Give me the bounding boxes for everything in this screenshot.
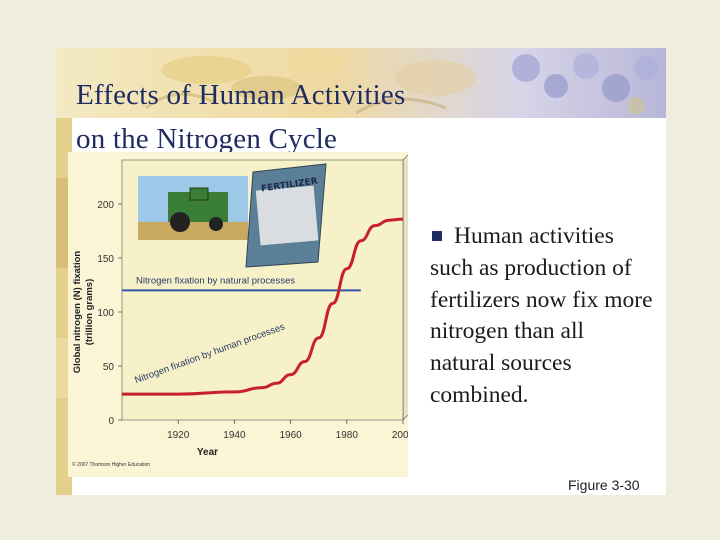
figure-label: Figure 3-30	[568, 477, 640, 493]
slide-title-line-2: on the Nitrogen Cycle	[76, 123, 338, 155]
y-axis-label-line-1: Global nitrogen (N) fixation	[72, 251, 83, 374]
x-tick-label: 1940	[223, 430, 246, 441]
y-axis-label: Global nitrogen (N) fixation(trillion gr…	[72, 251, 95, 374]
chart-panel-depth	[402, 154, 408, 421]
flower-banner-image	[56, 48, 666, 118]
y-tick-label: 50	[103, 362, 115, 373]
y-axis-label-line-2: (trillion grams)	[84, 279, 95, 346]
human-fixation-line	[122, 217, 404, 396]
y-tick-label: 200	[97, 200, 114, 211]
bullet-square-icon	[432, 231, 442, 241]
natural-fixation-label: Nitrogen fixation by natural processes	[136, 275, 295, 286]
slide-title-line-1: Effects of Human Activities	[76, 79, 406, 111]
x-tick-label: 1980	[336, 430, 359, 441]
copyright-note: © 2007 Thomson Higher Education	[72, 462, 151, 468]
x-tick-label: 1960	[279, 430, 302, 441]
bullet-text: Human activities such as production of f…	[430, 223, 653, 408]
y-tick-label: 100	[97, 308, 114, 319]
photo-inset: FERTILIZER	[138, 163, 327, 268]
x-tick-label: 1920	[167, 430, 190, 441]
x-axis-label: Year	[197, 447, 218, 458]
y-tick-label: 0	[108, 416, 114, 427]
y-tick-label: 150	[97, 254, 114, 265]
nitrogen-fixation-chart: FERTILIZER 0 50 100 150 200 1920 1940 1960 1980 2…	[68, 152, 408, 477]
x-tick-label: 2000	[392, 430, 408, 441]
slide: Effects of Human Activities on the Nitro…	[56, 48, 666, 495]
